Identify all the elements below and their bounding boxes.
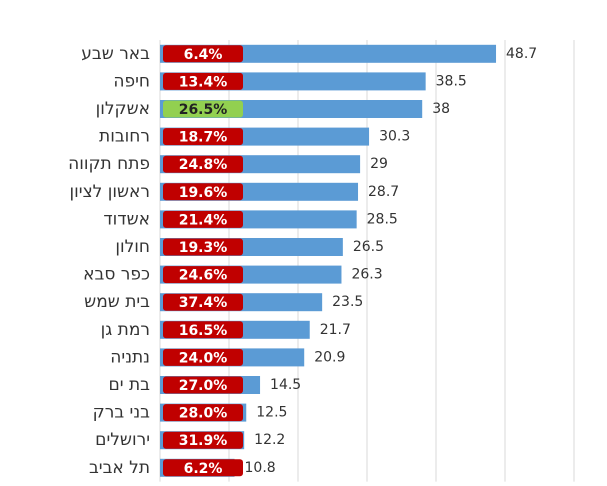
category-label: פתח תקווה — [68, 154, 150, 174]
value-label: 28.7 — [368, 184, 399, 200]
category-label: נתניה — [110, 347, 150, 367]
badge — [163, 183, 243, 201]
badge-label: 16.5% — [179, 323, 228, 339]
value-label: 26.3 — [351, 267, 382, 283]
badge — [163, 155, 243, 173]
category-label: באר שבע — [81, 44, 150, 64]
category-label: בני ברק — [93, 403, 150, 423]
value-label: 28.5 — [367, 211, 398, 227]
badge — [163, 404, 243, 422]
badge-label: 19.3% — [179, 240, 228, 256]
badge-label: 18.7% — [179, 130, 228, 146]
value-label: 29 — [370, 156, 388, 172]
badge-label: 31.9% — [179, 433, 228, 449]
badge-label: 28.0% — [179, 406, 228, 422]
badge — [163, 376, 243, 394]
value-label: 14.5 — [270, 377, 301, 393]
category-label: רחובות — [99, 127, 150, 147]
value-label: 48.7 — [506, 46, 537, 62]
badge-label: 37.4% — [179, 295, 228, 311]
value-label: 12.2 — [254, 432, 285, 448]
badge — [163, 431, 243, 449]
badge — [163, 459, 243, 477]
badge-label: 26.5% — [179, 102, 228, 118]
bar — [160, 44, 497, 63]
value-label: 20.9 — [314, 349, 345, 365]
badge-label: 24.6% — [179, 268, 228, 284]
badge — [163, 100, 243, 118]
badge-label: 27.0% — [179, 378, 228, 394]
category-label: ראשון לציון — [70, 182, 150, 202]
badge — [163, 293, 243, 311]
badge — [163, 266, 243, 284]
category-label: בית שמש — [84, 292, 150, 312]
badge-label: 24.0% — [179, 350, 228, 366]
badge-label: 13.4% — [179, 74, 228, 90]
value-label: 38.5 — [436, 73, 467, 89]
category-label: חיפה — [113, 71, 150, 91]
value-label: 26.5 — [353, 239, 384, 255]
value-label: 21.7 — [320, 322, 351, 338]
badge-label: 19.6% — [179, 185, 228, 201]
badge-label: 6.4% — [184, 47, 223, 63]
category-label: חולון — [115, 237, 150, 257]
badge — [163, 45, 243, 63]
badge — [163, 210, 243, 228]
value-label: 38 — [432, 101, 450, 117]
category-label: אשדוד — [103, 209, 150, 229]
value-label: 10.8 — [245, 460, 276, 476]
category-label: תל אביב — [89, 458, 150, 478]
badge-label: 24.8% — [179, 157, 228, 173]
category-label: בת ים — [109, 375, 151, 395]
badge — [163, 348, 243, 366]
category-label: כפר סבא — [83, 265, 150, 285]
category-label: ירושלים — [95, 430, 150, 450]
category-label: אשקלון — [96, 99, 150, 119]
value-label: 23.5 — [332, 294, 363, 310]
badge-label: 6.2% — [184, 461, 223, 477]
badge — [163, 72, 243, 90]
badge-label: 21.4% — [179, 212, 228, 228]
badge — [163, 321, 243, 339]
badge — [163, 238, 243, 256]
value-label: 12.5 — [256, 405, 287, 421]
category-label: רמת גן — [101, 320, 150, 340]
value-label: 30.3 — [379, 129, 410, 145]
badge — [163, 128, 243, 146]
